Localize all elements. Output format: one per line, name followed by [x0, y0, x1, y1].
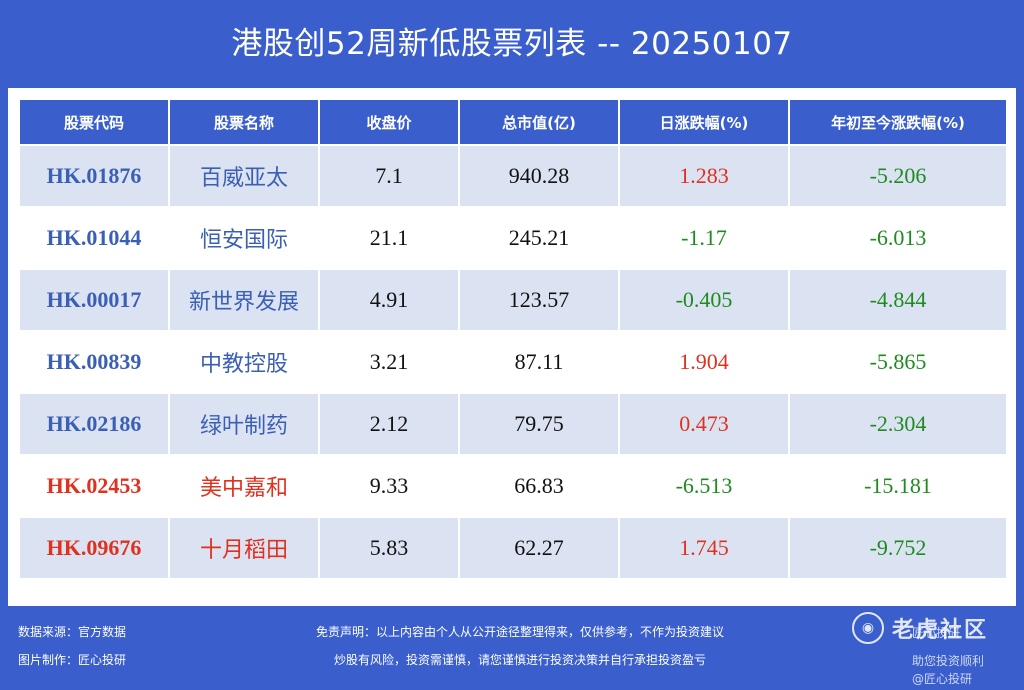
- table-row: HK.02453 美中嘉和 9.33 66.83 -6.513 -15.181: [18, 454, 1008, 518]
- disclaimer-line-1: 免责声明：以上内容由个人从公开途径整理得来，仅供参考，不作为投资建议: [315, 625, 724, 639]
- table-header-row: 股票代码 股票名称 收盘价 总市值(亿) 日涨跌幅(%) 年初至今涨跌幅(%): [18, 98, 1008, 146]
- cell-price: 7.1: [318, 144, 460, 208]
- cell-day-change: 1.745: [618, 516, 790, 580]
- cell-code: HK.01044: [18, 206, 170, 270]
- cell-day-change: 0.473: [618, 392, 790, 456]
- watermark-sub-3: @匠心投研: [912, 672, 973, 686]
- watermark-text: 老虎社区: [892, 618, 989, 643]
- cell-name: 十月稻田: [168, 516, 320, 580]
- footer-maker: 图片制作：匠心投研: [18, 653, 127, 667]
- cell-ytd-change: -2.304: [788, 392, 1008, 456]
- table-row: HK.09676 十月稻田 5.83 62.27 1.745 -9.752: [18, 516, 1008, 580]
- tiger-logo-icon: ◉: [852, 612, 884, 644]
- stock-table: 股票代码 股票名称 收盘价 总市值(亿) 日涨跌幅(%) 年初至今涨跌幅(%) …: [18, 98, 1008, 580]
- cell-code: HK.09676: [18, 516, 170, 580]
- cell-cap: 66.83: [458, 454, 620, 518]
- header-name: 股票名称: [168, 98, 320, 146]
- cell-name: 美中嘉和: [168, 454, 320, 518]
- header-price: 收盘价: [318, 98, 460, 146]
- table-row: HK.01876 百威亚太 7.1 940.28 1.283 -5.206: [18, 144, 1008, 208]
- disclaimer-line-2: 炒股有风险，投资需谨慎，请您谨慎进行投资决策并自行承担投资盈亏: [333, 653, 706, 667]
- cell-day-change: -0.405: [618, 268, 790, 332]
- cell-code: HK.00839: [18, 330, 170, 394]
- footer-left: 数据来源：官方数据 图片制作：匠心投研: [18, 618, 126, 674]
- footer-source: 数据来源：官方数据: [18, 625, 127, 639]
- table-row: HK.01044 恒安国际 21.1 245.21 -1.17 -6.013: [18, 206, 1008, 270]
- footer: 数据来源：官方数据 图片制作：匠心投研 免责声明：以上内容由个人从公开途径整理得…: [0, 610, 1024, 690]
- cell-name: 绿叶制药: [168, 392, 320, 456]
- header-code: 股票代码: [18, 98, 170, 146]
- cell-cap: 62.27: [458, 516, 620, 580]
- watermark-sub-1: 匠心投研: [912, 626, 961, 640]
- cell-ytd-change: -5.206: [788, 144, 1008, 208]
- cell-price: 9.33: [318, 454, 460, 518]
- cell-cap: 940.28: [458, 144, 620, 208]
- cell-ytd-change: -5.865: [788, 330, 1008, 394]
- watermark: ◉ 老虎社区: [852, 612, 988, 644]
- cell-ytd-change: -15.181: [788, 454, 1008, 518]
- cell-name: 中教控股: [168, 330, 320, 394]
- cell-day-change: 1.904: [618, 330, 790, 394]
- cell-day-change: 1.283: [618, 144, 790, 208]
- cell-cap: 245.21: [458, 206, 620, 270]
- cell-price: 4.91: [318, 268, 460, 332]
- cell-price: 2.12: [318, 392, 460, 456]
- cell-cap: 87.11: [458, 330, 620, 394]
- cell-ytd-change: -6.013: [788, 206, 1008, 270]
- cell-name: 百威亚太: [168, 144, 320, 208]
- page-title: 港股创52周新低股票列表 -- 20250107: [231, 26, 793, 62]
- cell-name: 恒安国际: [168, 206, 320, 270]
- cell-code: HK.00017: [18, 268, 170, 332]
- cell-code: HK.01876: [18, 144, 170, 208]
- cell-price: 21.1: [318, 206, 460, 270]
- table-panel: 股票代码 股票名称 收盘价 总市值(亿) 日涨跌幅(%) 年初至今涨跌幅(%) …: [8, 88, 1016, 606]
- header-cap: 总市值(亿): [458, 98, 620, 146]
- cell-name: 新世界发展: [168, 268, 320, 332]
- table-row: HK.00839 中教控股 3.21 87.11 1.904 -5.865: [18, 330, 1008, 394]
- cell-day-change: -1.17: [618, 206, 790, 270]
- watermark-sub-2: 助您投资顺利: [912, 654, 985, 668]
- cell-ytd-change: -4.844: [788, 268, 1008, 332]
- cell-price: 5.83: [318, 516, 460, 580]
- cell-code: HK.02186: [18, 392, 170, 456]
- cell-cap: 123.57: [458, 268, 620, 332]
- table-row: HK.02186 绿叶制药 2.12 79.75 0.473 -2.304: [18, 392, 1008, 456]
- cell-ytd-change: -9.752: [788, 516, 1008, 580]
- cell-cap: 79.75: [458, 392, 620, 456]
- footer-disclaimer: 免责声明：以上内容由个人从公开途径整理得来，仅供参考，不作为投资建议 炒股有风险…: [270, 618, 770, 674]
- header-day-change: 日涨跌幅(%): [618, 98, 790, 146]
- cell-code: HK.02453: [18, 454, 170, 518]
- table-row: HK.00017 新世界发展 4.91 123.57 -0.405 -4.844: [18, 268, 1008, 332]
- header-ytd-change: 年初至今涨跌幅(%): [788, 98, 1008, 146]
- cell-day-change: -6.513: [618, 454, 790, 518]
- cell-price: 3.21: [318, 330, 460, 394]
